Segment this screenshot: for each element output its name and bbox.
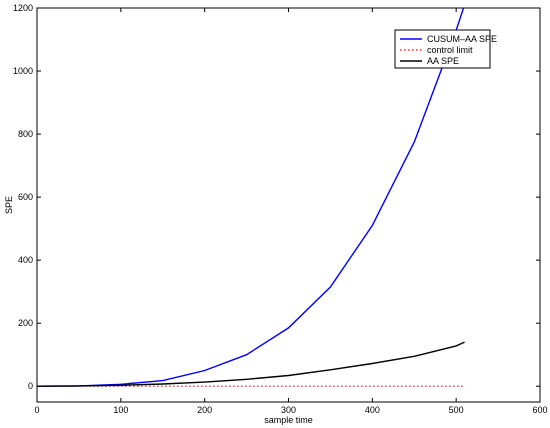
legend-entry: CUSUM–AA SPE <box>427 34 497 44</box>
y-axis-label: SPE <box>4 196 14 214</box>
y-tick-label: 1200 <box>13 3 33 13</box>
y-tick-label: 600 <box>18 192 33 202</box>
x-tick-label: 400 <box>365 405 380 415</box>
y-tick-label: 0 <box>28 381 33 391</box>
y-tick-label: 800 <box>18 129 33 139</box>
series-line-aa-spe <box>37 341 465 387</box>
y-axis-ticks: 0 200 400 600 800 1000 1200 <box>13 3 540 391</box>
y-tick-label: 1000 <box>13 66 33 76</box>
x-axis-ticks: 0 100 200 300 400 500 600 <box>34 8 548 415</box>
plot-area <box>36 7 541 403</box>
x-tick-label: 0 <box>34 405 39 415</box>
legend-entry: AA SPE <box>427 56 459 66</box>
x-axis-label: sample time <box>264 415 313 425</box>
x-tick-label: 500 <box>449 405 464 415</box>
x-tick-label: 200 <box>197 405 212 415</box>
series-line-cusum-aa-spe <box>37 8 465 387</box>
y-tick-label: 400 <box>18 255 33 265</box>
y-tick-label: 200 <box>18 318 33 328</box>
x-tick-label: 100 <box>113 405 128 415</box>
legend-entry: control limit <box>427 45 473 55</box>
x-tick-label: 300 <box>281 405 296 415</box>
series-layer <box>37 8 465 387</box>
x-tick-label: 600 <box>532 405 547 415</box>
